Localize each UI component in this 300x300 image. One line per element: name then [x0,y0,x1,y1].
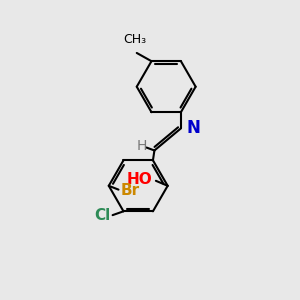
Text: N: N [186,119,200,137]
Text: Br: Br [121,183,140,198]
Text: Cl: Cl [94,208,110,223]
Text: HO: HO [126,172,152,187]
Text: CH₃: CH₃ [124,34,147,46]
Text: H: H [137,139,147,153]
